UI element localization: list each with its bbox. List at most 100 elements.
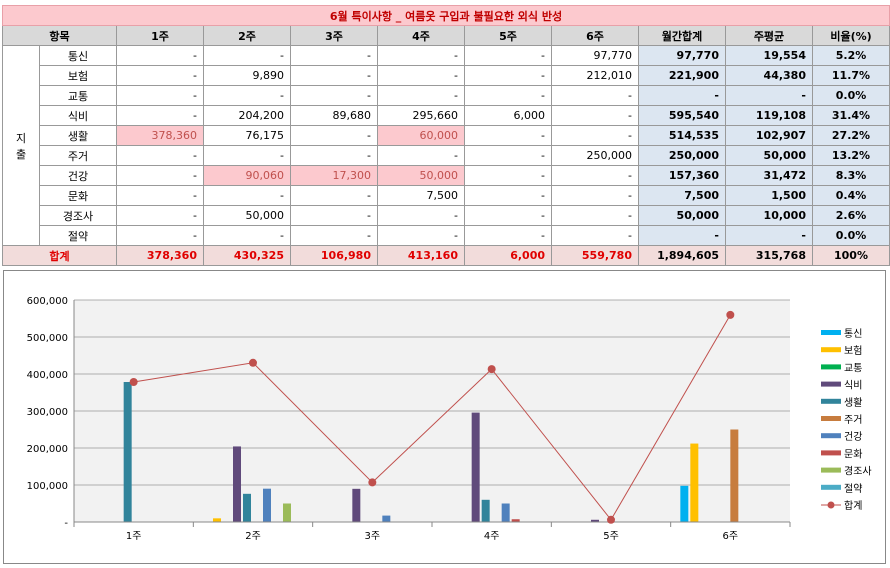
ratio-cell: 13.2%: [812, 145, 890, 166]
week-cell: -: [290, 65, 378, 86]
ratio-cell: 8.3%: [812, 165, 890, 186]
total-point: [487, 365, 496, 374]
week-cell: 9,890: [203, 65, 291, 86]
week-cell: -: [116, 165, 204, 186]
row-category: 문화: [39, 185, 117, 206]
week-cell: -: [116, 45, 204, 66]
header-week-5: 5주: [464, 25, 552, 46]
avg-cell: 19,554: [725, 45, 813, 66]
total-week-cell: 413,160: [377, 245, 465, 266]
legend-swatch-통신: [821, 330, 841, 335]
bar-생활: [243, 493, 251, 522]
week-cell: -: [377, 145, 465, 166]
avg-cell: 102,907: [725, 125, 813, 146]
legend-swatch-식비: [821, 381, 841, 387]
header-avg: 주평균: [725, 25, 813, 46]
bar-식비: [471, 412, 480, 522]
legend-swatch-경조사: [821, 467, 841, 473]
legend-label: 보험: [844, 345, 862, 357]
week-cell: -: [116, 145, 204, 166]
week-cell: -: [203, 85, 291, 106]
legend-swatch-문화: [821, 450, 841, 456]
week-cell: -: [116, 225, 204, 246]
bar-식비: [233, 446, 241, 522]
monthly-cell: -: [638, 225, 726, 246]
bar-식비: [591, 519, 599, 522]
header-monthly: 월간합계: [638, 25, 726, 46]
week-cell: -: [464, 165, 552, 186]
legend-label: 통신: [844, 328, 862, 340]
row-category: 절약: [39, 225, 117, 246]
x-tick-label: 1주: [126, 531, 142, 542]
x-tick-label: 5주: [603, 531, 619, 542]
avg-cell: 50,000: [725, 145, 813, 166]
legend-label: 절약: [844, 482, 862, 495]
week-cell: -: [377, 205, 465, 226]
monthly-cell: 7,500: [638, 185, 726, 206]
week-cell: -: [203, 225, 291, 246]
week-cell: -: [116, 205, 204, 226]
week-cell: -: [464, 85, 552, 106]
monthly-cell: 250,000: [638, 145, 726, 166]
week-cell: -: [377, 45, 465, 66]
header-week-4: 4주: [377, 25, 465, 46]
row-category: 경조사: [39, 205, 117, 226]
legend-swatch-절약: [821, 484, 841, 490]
x-tick-label: 3주: [365, 531, 381, 542]
table-row: 문화 - - -7,500- -7,500 1,500 0.4%: [3, 185, 890, 206]
week-cell: 250,000: [551, 145, 639, 166]
bar-식비: [352, 488, 361, 522]
total-line: [133, 314, 731, 521]
total-point: [368, 478, 377, 487]
week-cell: -: [464, 65, 552, 86]
week-cell: -: [116, 105, 204, 126]
x-tick-label: 6주: [723, 531, 739, 542]
week-cell: -: [464, 45, 552, 66]
legend-label: 건강: [844, 431, 862, 443]
bar-문화: [511, 519, 520, 522]
header-week-1: 1주: [116, 25, 204, 46]
week-cell: 212,010: [551, 65, 639, 86]
week-cell: 295,660: [377, 105, 465, 126]
week-cell: -: [203, 185, 291, 206]
week-cell: -: [377, 65, 465, 86]
total-point: [249, 358, 257, 367]
week-cell: -: [290, 85, 378, 106]
bar-통신: [680, 485, 689, 522]
legend-label: 주거: [844, 414, 862, 426]
monthly-cell: 595,540: [638, 105, 726, 126]
week-cell: -: [377, 225, 465, 246]
week-cell: -: [290, 205, 378, 226]
week-cell: 76,175: [203, 125, 291, 146]
header-week-3: 3주: [290, 25, 378, 46]
ratio-cell: 5.2%: [812, 45, 890, 66]
legend-marker-total: [827, 501, 835, 509]
avg-cell: 1,500: [725, 185, 813, 206]
bar-건강: [501, 503, 510, 522]
week-cell: -: [290, 225, 378, 246]
week-cell: -: [464, 185, 552, 206]
legend-swatch-주거: [821, 416, 841, 421]
week-cell: 50,000: [203, 205, 291, 226]
week-cell: -: [290, 145, 378, 166]
total-avg: 315,768: [725, 245, 813, 266]
table-row: 교통 - - - - - - - -0.0%: [3, 85, 890, 106]
week-cell: -: [464, 125, 552, 146]
total-point: [129, 378, 138, 387]
legend-label: 경조사: [844, 465, 872, 478]
bar-생활: [481, 499, 490, 522]
total-ratio: 100%: [812, 245, 890, 266]
row-category: 건강: [39, 165, 117, 186]
week-cell: 60,000: [377, 125, 465, 146]
table-title: 6월 특이사항 _ 여름옷 구입과 불필요한 외식 반성: [2, 5, 890, 26]
week-cell: -: [551, 105, 639, 126]
week-cell: -: [290, 125, 378, 146]
week-cell: 7,500: [377, 185, 465, 206]
week-cell: -: [290, 45, 378, 66]
y-tick-label: 400,000: [27, 370, 68, 381]
week-cell: 89,680: [290, 105, 378, 126]
legend-label: 생활: [844, 396, 862, 409]
table-row: 절약 - - - - - - - -0.0%: [3, 225, 890, 246]
avg-cell: 119,108: [725, 105, 813, 126]
row-category: 통신: [39, 45, 117, 66]
